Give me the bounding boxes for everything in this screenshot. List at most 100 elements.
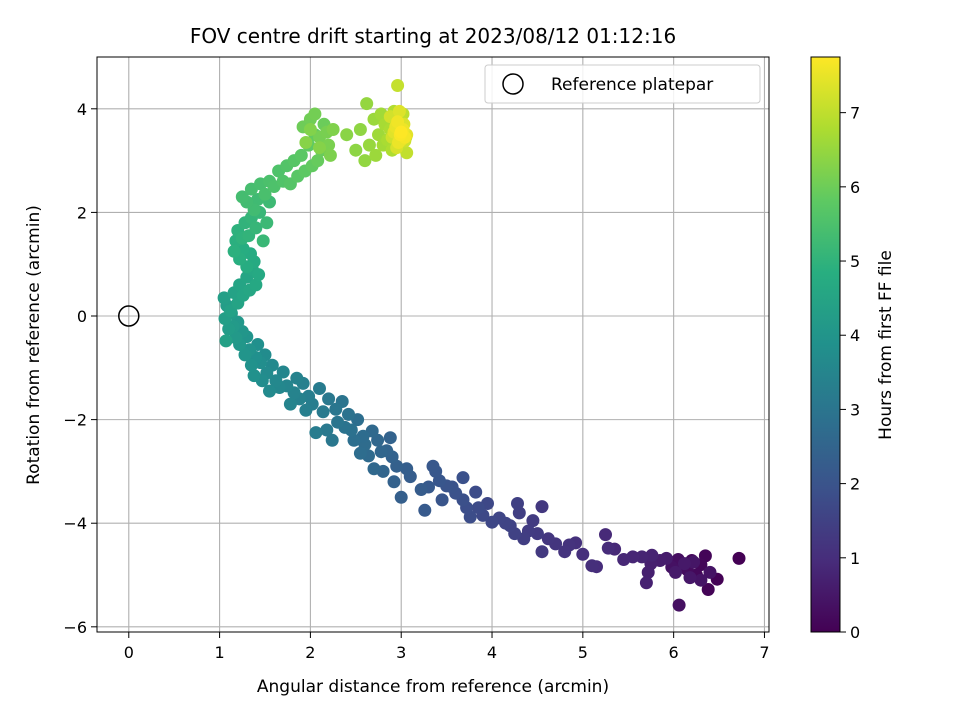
x-tick-label: 1 (215, 643, 225, 662)
data-point (227, 244, 241, 258)
x-tick-label: 7 (759, 643, 769, 662)
y-tick-label: −2 (63, 411, 87, 430)
data-point (331, 415, 345, 429)
data-point (732, 551, 746, 565)
data-point (369, 148, 383, 162)
data-point (383, 431, 397, 445)
colorbar-tick-label: 1 (850, 549, 860, 568)
colorbar-tick-label: 5 (850, 252, 860, 271)
legend-box (484, 64, 761, 104)
data-point (683, 571, 697, 585)
data-point (639, 576, 653, 590)
data-point (249, 221, 263, 235)
data-point (599, 528, 612, 542)
data-point (249, 278, 263, 292)
colorbar-tick-label: 7 (850, 104, 860, 123)
data-point (387, 475, 401, 489)
data-point (367, 462, 381, 476)
y-tick-label: −6 (63, 618, 87, 637)
data-point (311, 154, 325, 168)
data-point (299, 403, 313, 417)
data-point (252, 268, 266, 282)
data-point (585, 559, 599, 573)
y-tick-label: −4 (63, 514, 87, 533)
data-point (392, 104, 406, 118)
data-point (541, 532, 555, 546)
data-point (374, 445, 388, 459)
data-point (435, 493, 449, 507)
data-point (701, 583, 715, 596)
x-tick-label: 4 (487, 643, 497, 662)
data-point (672, 598, 686, 612)
data-point (526, 514, 540, 528)
data-point (294, 148, 308, 162)
colorbar-tick-label: 2 (850, 475, 860, 494)
data-points (217, 79, 746, 612)
data-point (217, 291, 231, 305)
data-point (645, 548, 659, 562)
y-axis-label: Rotation from reference (arcmin) (24, 205, 44, 485)
y-tick-label: 2 (77, 203, 87, 222)
data-point (269, 374, 283, 388)
data-point (535, 500, 549, 514)
data-point (353, 446, 367, 460)
data-point (617, 553, 631, 566)
y-tick-label: 0 (77, 307, 87, 326)
data-point (635, 550, 649, 564)
data-point (313, 141, 326, 155)
data-point (322, 392, 336, 406)
data-point (349, 143, 363, 157)
data-point (362, 138, 376, 152)
plot-frame (96, 56, 770, 633)
data-point (703, 565, 717, 579)
x-tick-label: 6 (669, 643, 679, 662)
data-point (601, 541, 615, 555)
data-point (342, 407, 355, 421)
data-point (219, 334, 233, 348)
data-point (320, 423, 334, 437)
x-axis-ticks: 0 1 2 3 4 5 6 7 (124, 632, 770, 662)
data-point (694, 573, 708, 587)
x-axis-label: Angular distance from reference (arcmin) (257, 677, 609, 697)
reference-platepar-marker (118, 305, 140, 327)
data-point (576, 547, 590, 561)
data-point (303, 123, 317, 136)
colorbar-tick-label: 0 (850, 623, 860, 642)
data-point (290, 371, 304, 385)
colorbar: 0 1 2 3 4 5 6 7 Hours from first FF file (810, 56, 896, 642)
grid-lines (97, 57, 769, 632)
x-tick-label: 3 (396, 643, 406, 662)
data-point (276, 365, 290, 379)
data-point (256, 234, 270, 248)
data-point (235, 190, 249, 204)
data-point (316, 405, 330, 419)
data-point (471, 501, 485, 515)
data-point (360, 97, 374, 111)
data-point (391, 79, 405, 92)
legend-marker-reference (502, 73, 524, 95)
data-point (308, 107, 322, 121)
data-point (558, 545, 572, 559)
legend: Reference platepar (484, 64, 761, 104)
colorbar-gradient (810, 56, 841, 633)
data-point (299, 136, 313, 149)
data-point (244, 358, 258, 372)
data-point (229, 331, 243, 345)
colorbar-label: Hours from first FF file (876, 250, 896, 440)
data-point (456, 471, 470, 485)
data-point (238, 348, 252, 362)
data-point (358, 154, 372, 168)
data-point (418, 503, 432, 517)
data-point (414, 483, 428, 496)
data-point (394, 125, 408, 139)
data-point (323, 148, 337, 162)
data-point (329, 402, 343, 416)
data-point (400, 462, 414, 476)
colorbar-tick-label: 4 (850, 326, 860, 345)
colorbar-tick-label: 6 (850, 178, 860, 197)
chart-title: FOV centre drift starting at 2023/08/12 … (190, 24, 676, 48)
y-axis-ticks: −6 −4 −2 0 2 4 (63, 100, 97, 637)
data-point (641, 565, 655, 579)
x-tick-label: 0 (124, 643, 134, 662)
